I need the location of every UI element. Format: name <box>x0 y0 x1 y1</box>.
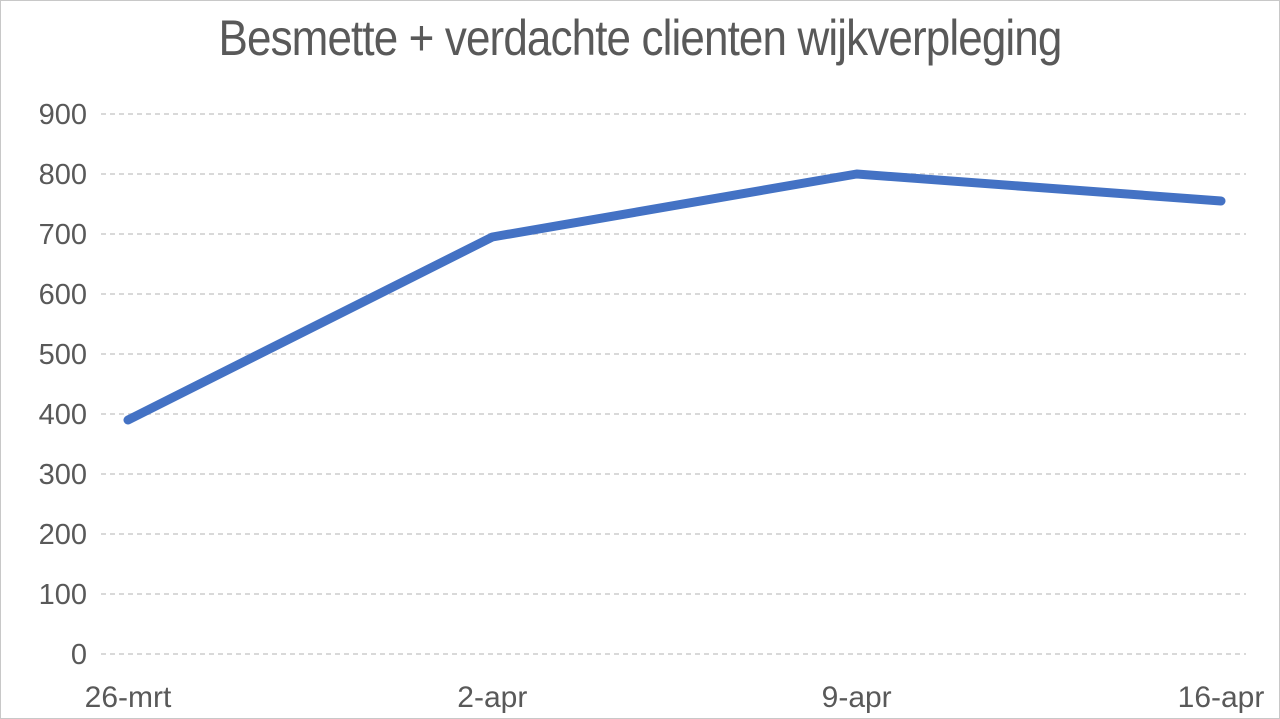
y-axis-tick-label: 500 <box>39 339 87 371</box>
x-axis-tick-label: 9-apr <box>822 681 892 714</box>
y-axis-tick-label: 800 <box>39 159 87 191</box>
y-axis-tick-label: 300 <box>39 459 87 491</box>
x-axis-tick-label: 26-mrt <box>85 681 172 714</box>
series-line <box>123 169 1226 425</box>
y-axis-tick-label: 100 <box>39 579 87 611</box>
y-axis-tick-label: 400 <box>39 399 87 431</box>
y-axis-tick-label: 600 <box>39 279 87 311</box>
y-axis-tick-label: 700 <box>39 219 87 251</box>
x-axis-tick-label: 16-apr <box>1178 681 1265 714</box>
y-axis-tick-label: 0 <box>71 639 87 671</box>
chart-title: Besmette + verdachte clienten wijkverple… <box>218 10 1063 66</box>
y-axis-tick-label: 200 <box>39 519 87 551</box>
x-axis-tick-label: 2-apr <box>457 681 527 714</box>
y-axis-tick-label: 900 <box>39 99 87 131</box>
